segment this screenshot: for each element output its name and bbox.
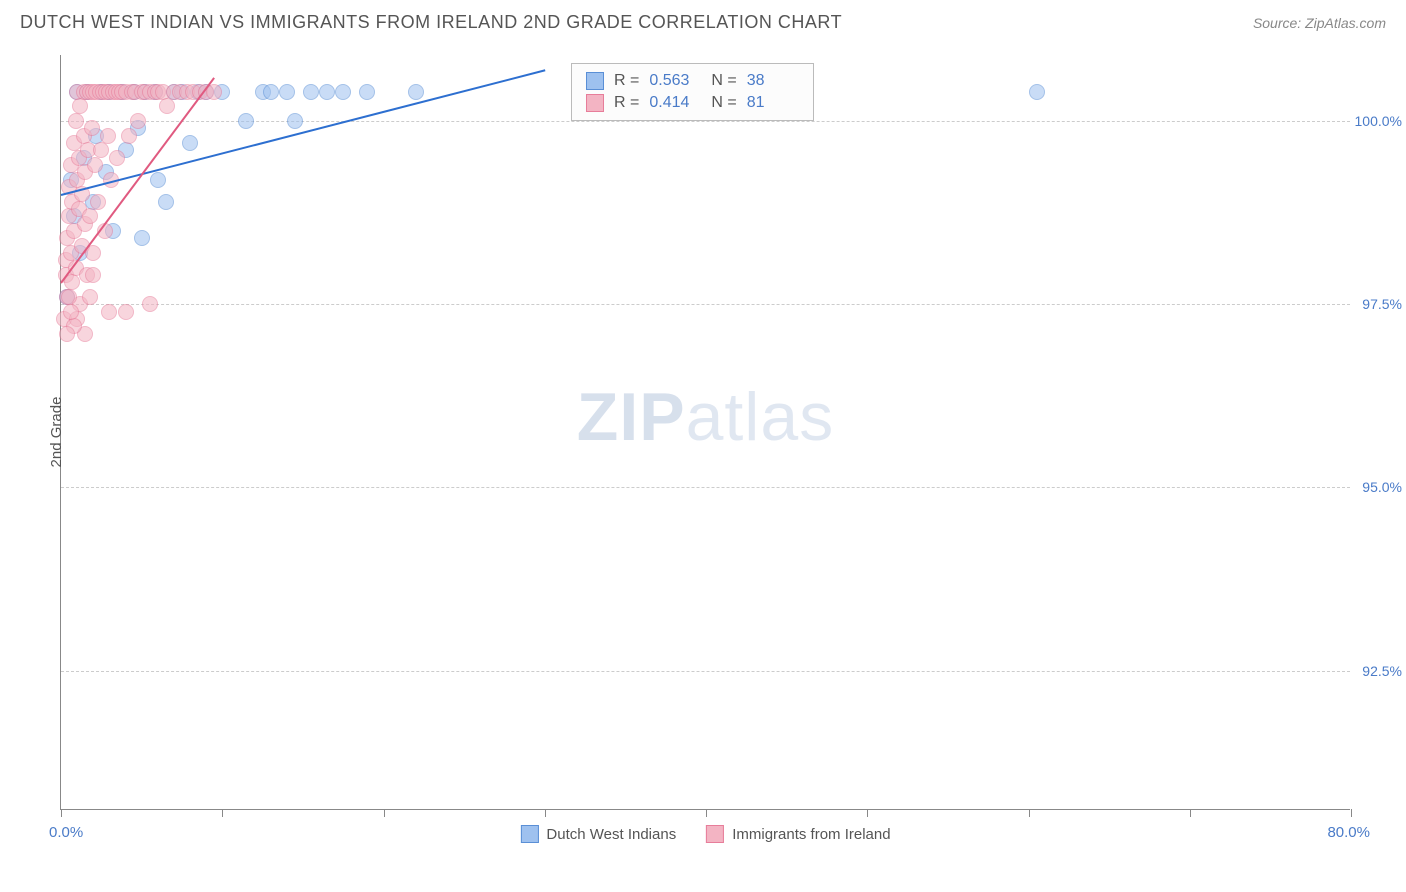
source-attribution: Source: ZipAtlas.com xyxy=(1253,15,1386,31)
data-point xyxy=(82,208,98,224)
r-value-series1: 0.563 xyxy=(649,72,701,90)
x-tick xyxy=(222,809,223,817)
data-point xyxy=(408,84,424,100)
watermark: ZIPatlas xyxy=(577,378,834,456)
data-point xyxy=(87,157,103,173)
data-point xyxy=(101,304,117,320)
gridline xyxy=(61,487,1350,488)
data-point xyxy=(93,142,109,158)
n-value-series1: 38 xyxy=(747,72,799,90)
gridline xyxy=(61,671,1350,672)
x-tick xyxy=(867,809,868,817)
y-tick-label: 95.0% xyxy=(1362,479,1402,495)
gridline xyxy=(61,304,1350,305)
stats-row-series1: R = 0.563 N = 38 xyxy=(586,70,799,92)
legend-item-series1: Dutch West Indians xyxy=(520,825,676,843)
x-tick xyxy=(1190,809,1191,817)
data-point xyxy=(72,98,88,114)
data-point xyxy=(287,113,303,129)
x-tick xyxy=(61,809,62,817)
x-tick xyxy=(1029,809,1030,817)
data-point xyxy=(84,120,100,136)
data-point xyxy=(335,84,351,100)
data-point xyxy=(121,128,137,144)
data-point xyxy=(134,230,150,246)
swatch-series1 xyxy=(586,72,604,90)
y-tick-label: 100.0% xyxy=(1355,113,1402,129)
chart-title: DUTCH WEST INDIAN VS IMMIGRANTS FROM IRE… xyxy=(20,12,842,33)
data-point xyxy=(90,194,106,210)
x-tick xyxy=(706,809,707,817)
y-axis-title: 2nd Grade xyxy=(48,397,65,468)
data-point xyxy=(59,326,75,342)
data-point xyxy=(182,135,198,151)
data-point xyxy=(150,172,166,188)
data-point xyxy=(303,84,319,100)
y-tick-label: 92.5% xyxy=(1362,663,1402,679)
data-point xyxy=(63,304,79,320)
stats-row-series2: R = 0.414 N = 81 xyxy=(586,92,799,114)
x-tick xyxy=(545,809,546,817)
data-point xyxy=(1029,84,1045,100)
data-point xyxy=(319,84,335,100)
data-point xyxy=(142,296,158,312)
x-axis-max-label: 80.0% xyxy=(1327,824,1370,841)
y-tick-label: 97.5% xyxy=(1362,296,1402,312)
legend-swatch-1 xyxy=(520,825,538,843)
data-point xyxy=(238,113,254,129)
data-point xyxy=(82,289,98,305)
data-point xyxy=(130,113,146,129)
swatch-series2 xyxy=(586,94,604,112)
data-point xyxy=(118,304,134,320)
r-value-series2: 0.414 xyxy=(649,94,701,112)
legend: Dutch West Indians Immigrants from Irela… xyxy=(520,825,890,843)
data-point xyxy=(85,267,101,283)
x-tick xyxy=(384,809,385,817)
data-point xyxy=(158,194,174,210)
data-point xyxy=(109,150,125,166)
data-point xyxy=(263,84,279,100)
data-point xyxy=(61,289,77,305)
scatter-chart: 2nd Grade ZIPatlas 92.5%95.0%97.5%100.0%… xyxy=(60,55,1350,810)
data-point xyxy=(159,98,175,114)
n-value-series2: 81 xyxy=(747,94,799,112)
legend-label-2: Immigrants from Ireland xyxy=(732,826,890,843)
legend-swatch-2 xyxy=(706,825,724,843)
legend-label-1: Dutch West Indians xyxy=(546,826,676,843)
data-point xyxy=(100,128,116,144)
correlation-stats-box: R = 0.563 N = 38 R = 0.414 N = 81 xyxy=(571,63,814,121)
data-point xyxy=(359,84,375,100)
x-tick xyxy=(1351,809,1352,817)
data-point xyxy=(68,113,84,129)
data-point xyxy=(279,84,295,100)
legend-item-series2: Immigrants from Ireland xyxy=(706,825,890,843)
x-axis-min-label: 0.0% xyxy=(49,824,83,841)
